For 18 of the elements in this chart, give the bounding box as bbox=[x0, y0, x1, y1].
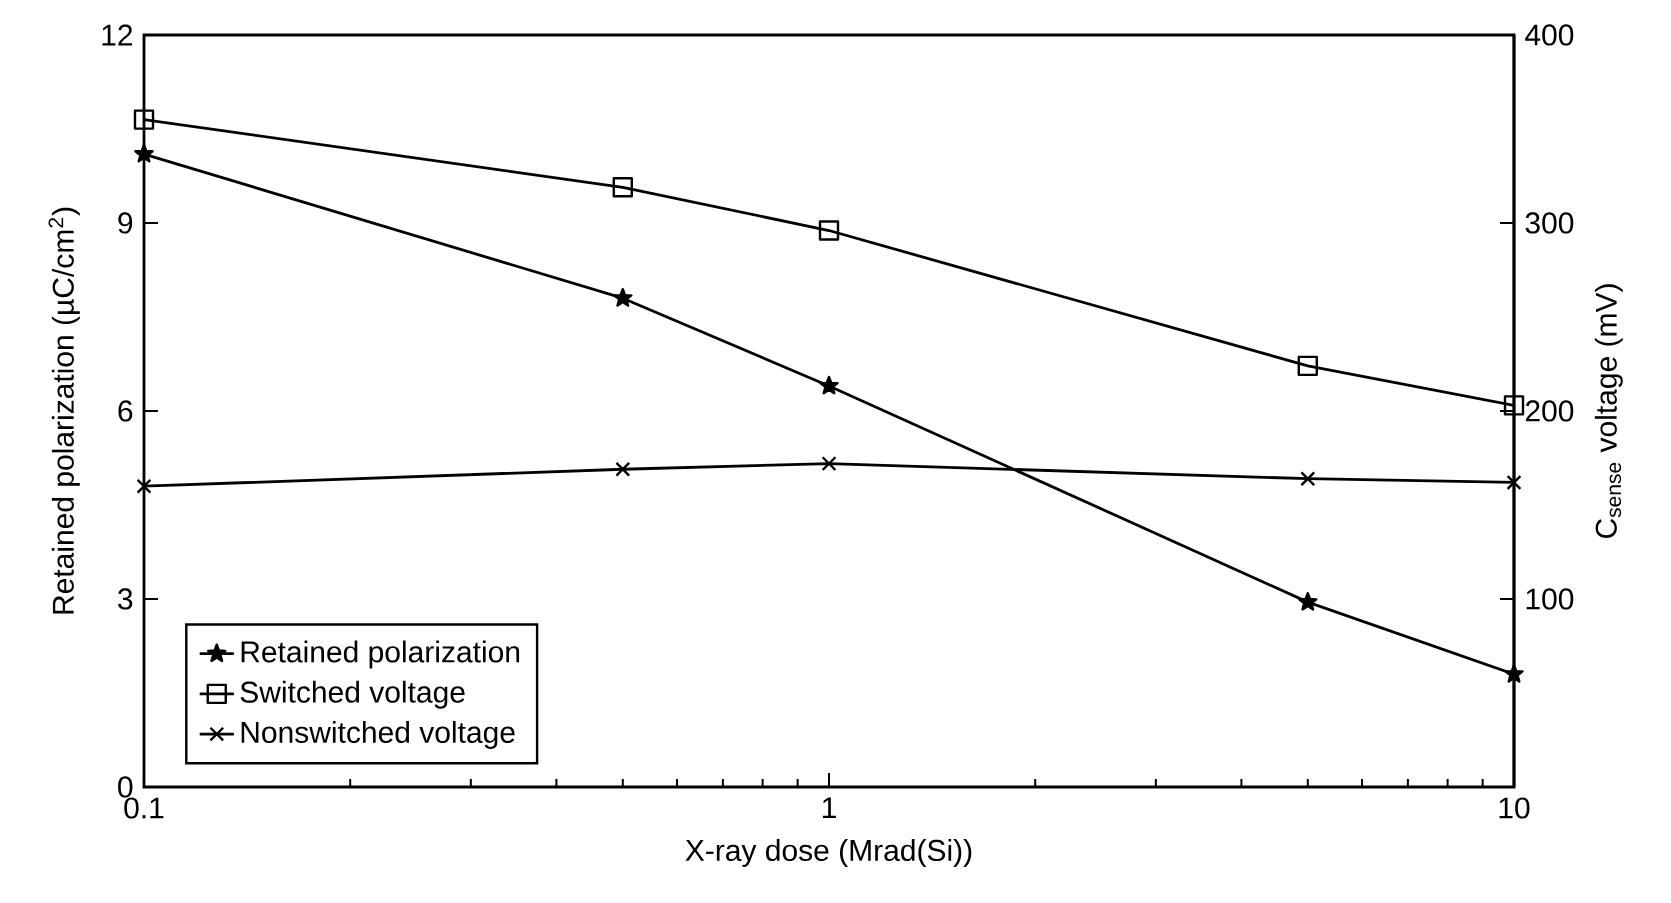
y2-tick-label: 400 bbox=[1525, 24, 1574, 46]
y-tick-label: 9 bbox=[118, 212, 133, 234]
y2-tick-label: 100 bbox=[1526, 588, 1574, 610]
y-tick-label: 0 bbox=[118, 776, 133, 798]
y-axis-title: Retained polarization (µC/cm$^{2}$) bbox=[48, 207, 80, 614]
y-tick-label: 12 bbox=[102, 24, 133, 46]
x-axis-title: X-ray dose (Mrad(Si)) bbox=[685, 839, 972, 867]
x-tick-label: 10 bbox=[1499, 797, 1530, 819]
y-tick-label: 3 bbox=[118, 588, 133, 610]
x-tick-label: 0.1 bbox=[124, 797, 164, 819]
legend-label: Nonswitched voltage bbox=[241, 720, 515, 749]
x-tick-label: 1 bbox=[822, 797, 836, 819]
y2-tick-label: 200 bbox=[1525, 400, 1574, 422]
legend-label: Retained polarization bbox=[241, 640, 520, 669]
y-tick-label: 6 bbox=[118, 400, 133, 422]
y2-axis-title: C$_{sense}$ voltage (mV) bbox=[1594, 284, 1623, 538]
legend-label: Switched voltage bbox=[240, 680, 465, 709]
y2-tick-label: 300 bbox=[1525, 212, 1574, 234]
